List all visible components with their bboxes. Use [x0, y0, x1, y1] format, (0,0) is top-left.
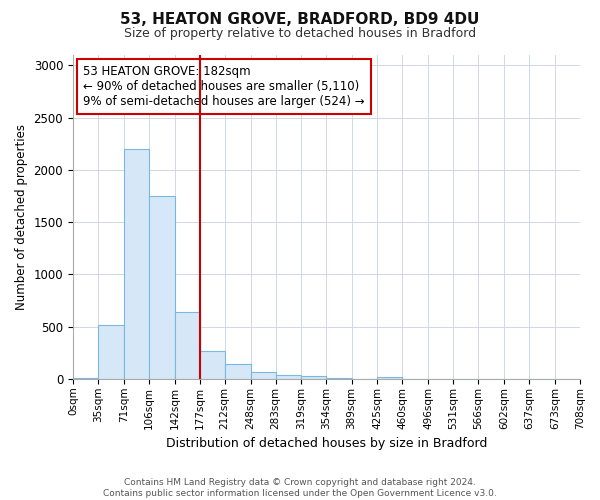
- Bar: [149, 196, 175, 379]
- Text: Contains HM Land Registry data © Crown copyright and database right 2024.
Contai: Contains HM Land Registry data © Crown c…: [103, 478, 497, 498]
- Bar: [98, 324, 124, 379]
- Bar: [275, 375, 301, 379]
- Bar: [251, 372, 275, 379]
- Text: Size of property relative to detached houses in Bradford: Size of property relative to detached ho…: [124, 28, 476, 40]
- Y-axis label: Number of detached properties: Number of detached properties: [15, 124, 28, 310]
- Text: 53 HEATON GROVE: 182sqm
← 90% of detached houses are smaller (5,110)
9% of semi-: 53 HEATON GROVE: 182sqm ← 90% of detache…: [83, 64, 365, 108]
- Bar: [175, 312, 200, 379]
- Bar: [377, 378, 403, 379]
- Bar: [301, 376, 326, 379]
- Bar: [326, 378, 352, 379]
- Text: 53, HEATON GROVE, BRADFORD, BD9 4DU: 53, HEATON GROVE, BRADFORD, BD9 4DU: [121, 12, 479, 28]
- X-axis label: Distribution of detached houses by size in Bradford: Distribution of detached houses by size …: [166, 437, 487, 450]
- Bar: [73, 378, 98, 379]
- Bar: [200, 350, 225, 379]
- Bar: [124, 149, 149, 379]
- Bar: [225, 364, 251, 379]
